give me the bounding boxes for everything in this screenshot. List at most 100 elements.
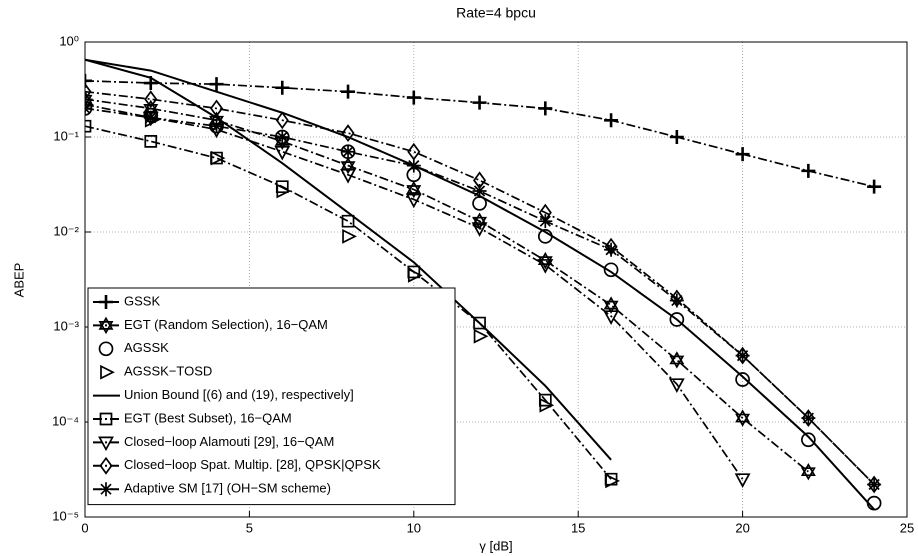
- x-tick-label: 10: [407, 520, 421, 535]
- marker: [538, 101, 553, 116]
- y-tick-label: 10⁻²: [53, 223, 79, 238]
- marker: [801, 163, 816, 178]
- legend-label: Union Bound [(6) and (19), respectively]: [124, 387, 354, 402]
- marker: [603, 310, 620, 325]
- legend-marker: [98, 341, 114, 357]
- x-tick-label: 0: [81, 520, 88, 535]
- y-axis-label: ABEP: [11, 263, 26, 298]
- marker: [85, 119, 92, 133]
- marker: [735, 348, 750, 363]
- legend-label: Closed−loop Spat. Multip. [28], QPSK|QPS…: [124, 457, 381, 472]
- y-tick-label: 10⁻⁴: [52, 413, 79, 428]
- legend-label: AGSSK−TOSD: [124, 364, 212, 379]
- marker: [341, 124, 355, 143]
- series-line: [85, 58, 612, 461]
- legend-marker: [98, 316, 114, 335]
- marker: [144, 134, 158, 148]
- marker: [604, 242, 619, 257]
- marker: [209, 119, 224, 134]
- marker: [405, 193, 422, 209]
- marker: [275, 180, 289, 194]
- marker: [604, 113, 619, 128]
- marker: [472, 95, 487, 110]
- marker: [735, 147, 750, 162]
- legend-label: GSSK: [124, 293, 160, 308]
- marker: [473, 328, 489, 344]
- marker: [734, 473, 751, 488]
- marker: [143, 110, 158, 125]
- marker: [735, 372, 750, 387]
- series-line: [85, 90, 875, 486]
- marker: [406, 90, 421, 105]
- marker: [867, 477, 882, 492]
- legend-marker: [99, 412, 113, 426]
- marker: [209, 77, 224, 92]
- legend-marker: [99, 295, 113, 309]
- marker: [144, 90, 158, 109]
- marker: [341, 84, 356, 99]
- marker: [537, 259, 554, 274]
- marker: [85, 90, 93, 108]
- marker: [275, 111, 289, 130]
- marker: [210, 151, 223, 165]
- legend: GSSK EGT (Random Selection), 16−QAM AGSSK A…: [87, 287, 456, 506]
- legend-label: Closed−loop Alamouti [29], 16−QAM: [124, 434, 334, 449]
- marker: [669, 293, 684, 308]
- marker: [735, 409, 751, 427]
- legend-box: [87, 287, 456, 506]
- marker: [85, 73, 92, 88]
- marker: [801, 432, 816, 448]
- marker: [85, 101, 92, 116]
- marker: [209, 99, 224, 118]
- marker: [406, 180, 422, 199]
- marker: [275, 130, 290, 144]
- marker: [800, 462, 816, 481]
- marker: [669, 130, 684, 144]
- marker: [603, 262, 619, 278]
- marker: [274, 145, 291, 161]
- x-tick-label: 5: [246, 520, 253, 535]
- marker: [867, 179, 882, 194]
- marker: [407, 265, 421, 279]
- marker: [604, 472, 618, 486]
- series-layer: [85, 58, 882, 511]
- legend-label: EGT (Best Subset), 16−QAM: [124, 410, 292, 425]
- chart-title: Rate=4 bpcu: [456, 5, 536, 21]
- marker: [275, 80, 290, 95]
- x-axis-label: γ [dB]: [479, 538, 512, 553]
- marker: [669, 312, 685, 327]
- legend-label: EGT (Random Selection), 16−QAM: [124, 317, 328, 332]
- marker: [340, 168, 356, 184]
- marker: [538, 214, 553, 229]
- marker: [341, 144, 356, 159]
- marker: [341, 214, 355, 228]
- legend-marker: [100, 364, 115, 380]
- series-line: [85, 98, 809, 473]
- y-tick-label: 10⁻⁵: [52, 508, 79, 523]
- marker: [85, 82, 92, 101]
- legend-marker: [99, 482, 113, 497]
- marker: [406, 158, 421, 173]
- marker: [471, 222, 488, 237]
- marker: [538, 393, 552, 407]
- y-tick-label: 10⁰: [59, 33, 79, 48]
- legend-label: Adaptive SM [17] (OH−SM scheme): [124, 481, 331, 496]
- marker: [472, 184, 487, 199]
- x-tick-label: 15: [571, 520, 585, 535]
- legend-marker: [99, 456, 113, 475]
- marker: [668, 378, 685, 393]
- y-tick-label: 10⁻³: [53, 318, 79, 333]
- y-tick-label: 10⁻¹: [53, 128, 79, 143]
- legend-label: AGSSK: [124, 340, 169, 355]
- marker: [603, 296, 619, 314]
- series-line: [85, 103, 744, 480]
- marker: [342, 228, 357, 244]
- marker: [669, 351, 685, 369]
- plot-frame: [84, 41, 908, 518]
- marker: [473, 316, 486, 330]
- series-line: [85, 125, 612, 480]
- x-tick-label: 25: [900, 520, 914, 535]
- x-tick-label: 20: [735, 520, 749, 535]
- legend-marker: [98, 436, 114, 452]
